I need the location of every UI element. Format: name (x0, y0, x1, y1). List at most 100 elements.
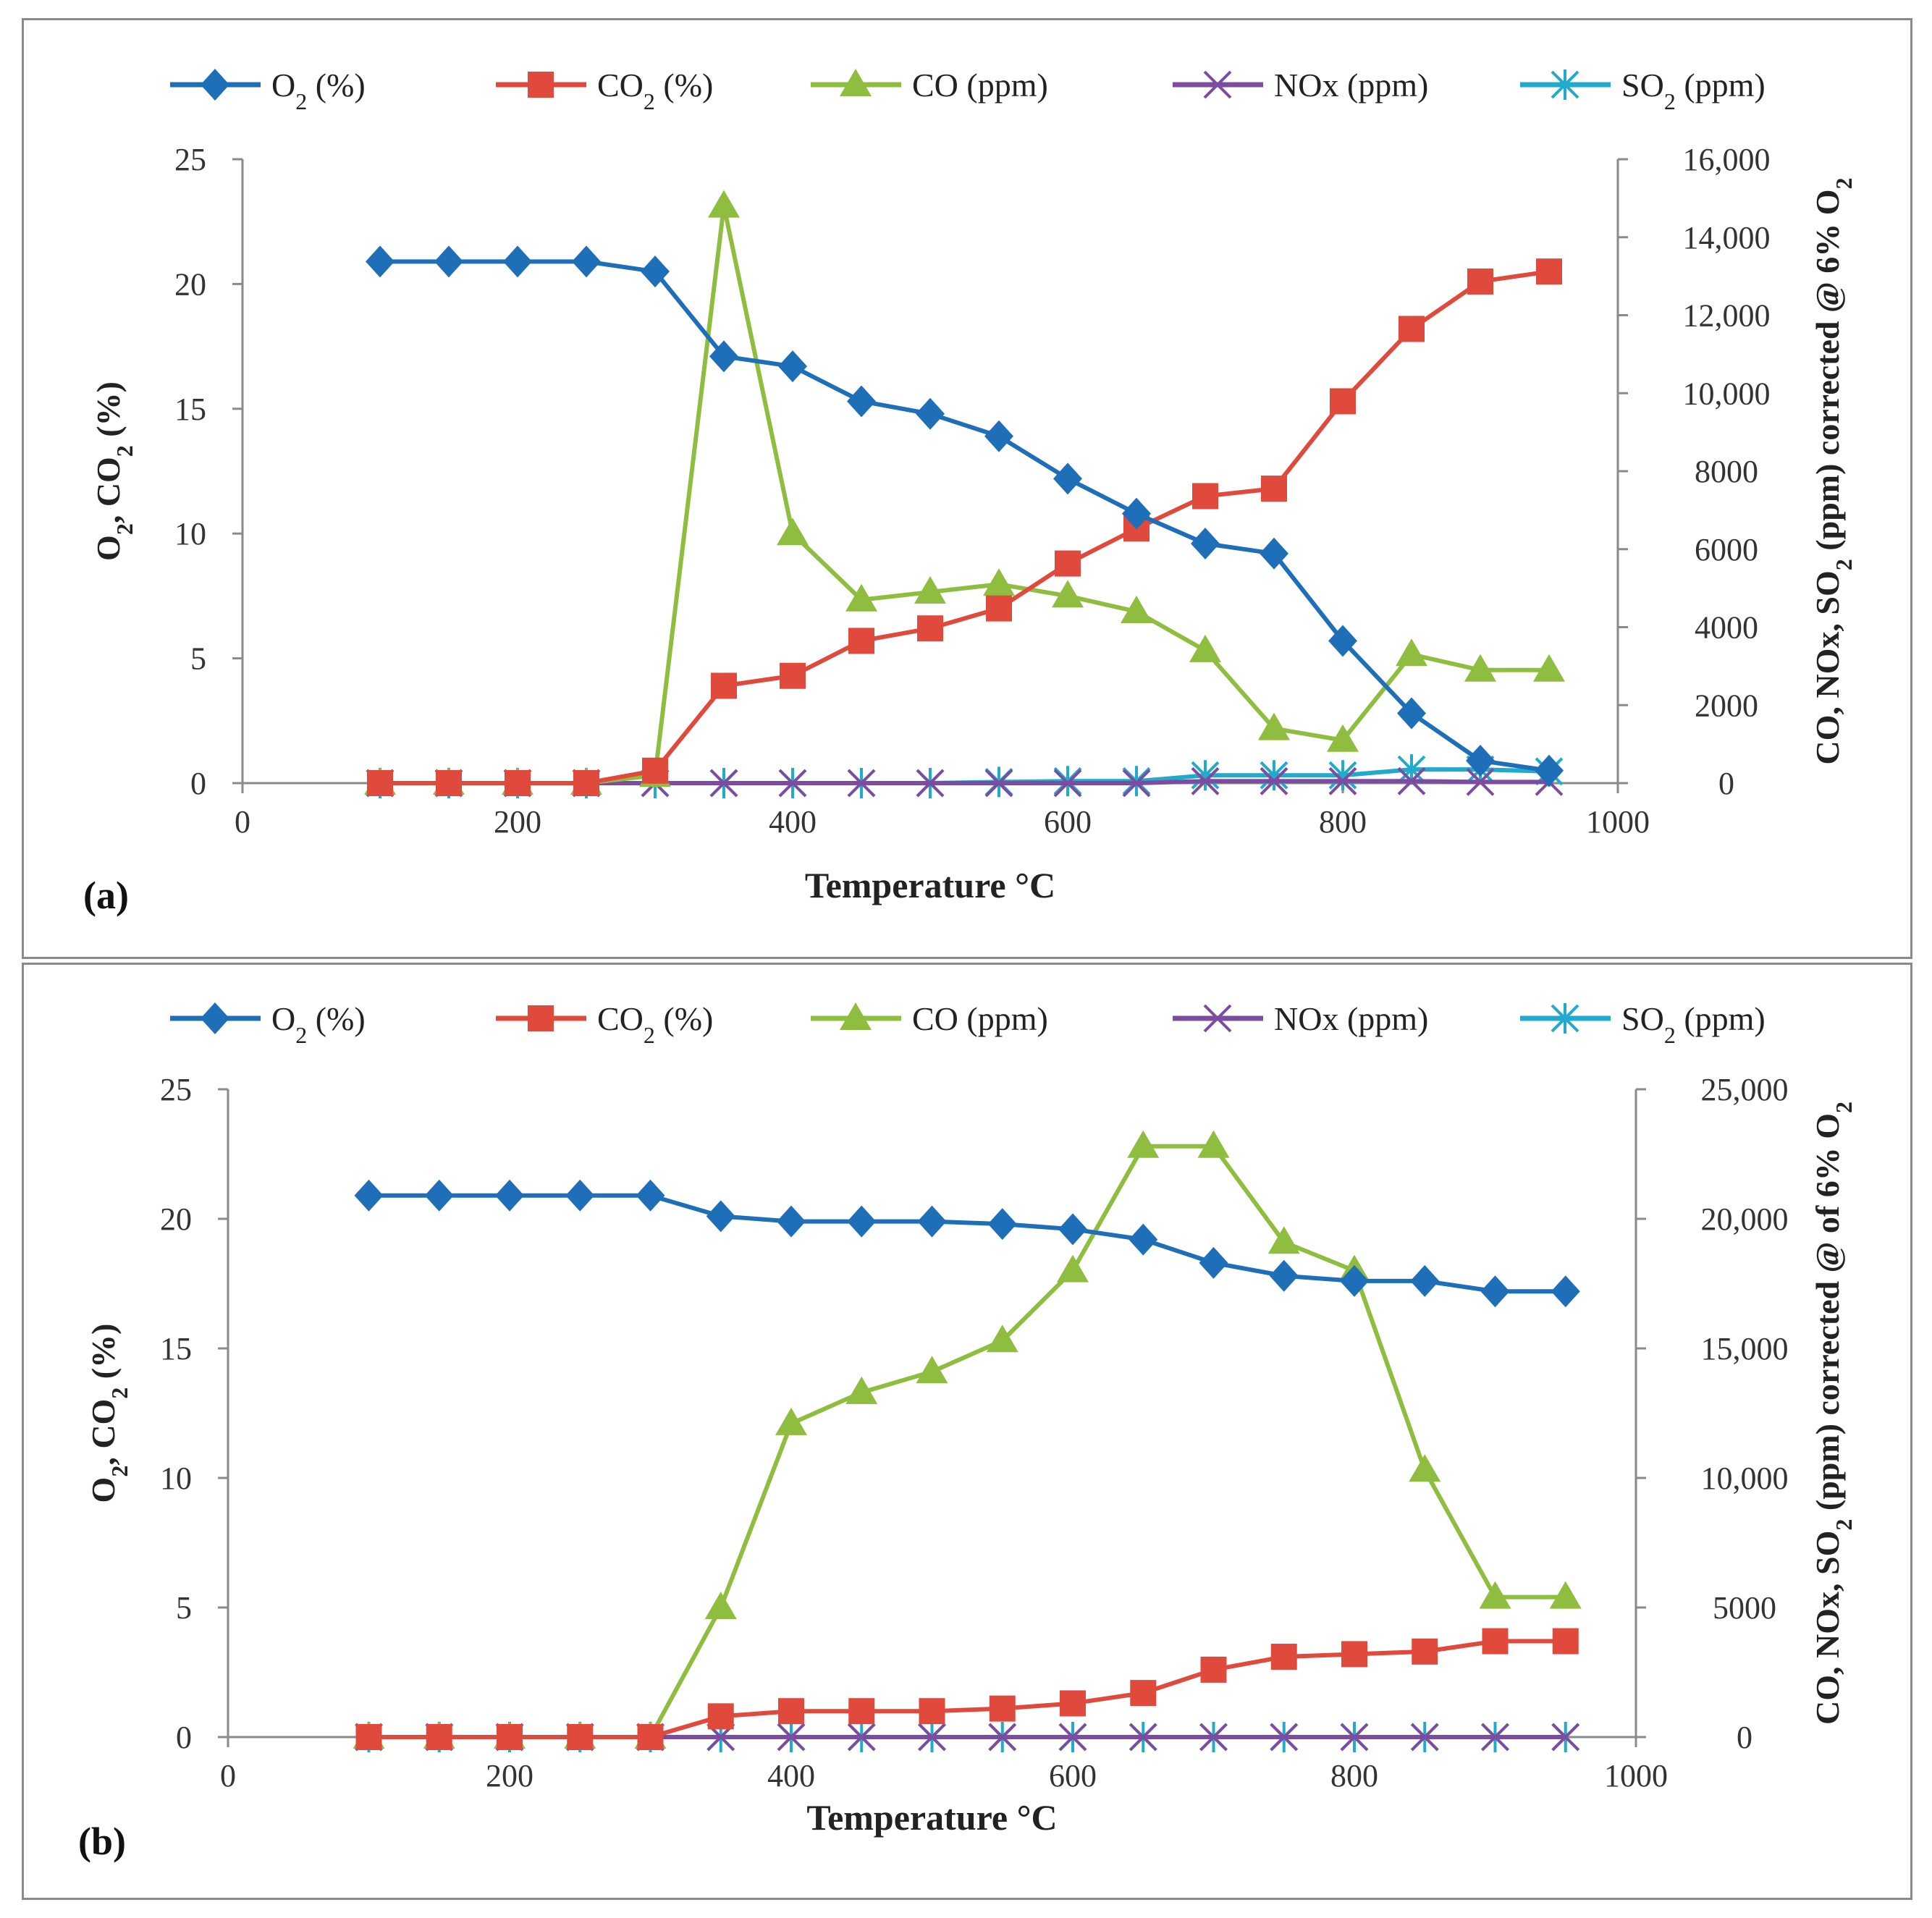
data-point-o2-b (565, 1179, 595, 1212)
data-point-o2-a (709, 340, 738, 373)
data-point-o2-a (366, 245, 395, 278)
data-point-nox-b (1270, 1723, 1299, 1752)
data-point-co2-a (573, 770, 599, 796)
legend-item-nox-b: NOx (ppm) (1173, 1000, 1428, 1037)
data-point-o2-b (847, 1205, 877, 1238)
data-point-o2-a (1191, 527, 1220, 559)
legend-label-co2-a: CO2 (%) (597, 67, 713, 114)
data-point-co2-a (711, 672, 737, 699)
data-point-nox-b (1481, 1723, 1509, 1752)
data-point-co2-a (986, 595, 1012, 622)
legend-text-part: NOx (ppm) (1274, 67, 1428, 103)
data-point-nox-b (1340, 1723, 1369, 1752)
y-left-tick-label-b: 25 (160, 1072, 192, 1107)
legend-label-o2-a: O2 (%) (271, 67, 366, 114)
y-left-tick-label-a: 10 (174, 516, 206, 552)
y-left-tick-label-b: 20 (160, 1201, 192, 1237)
y-axis-right-label-b: CO, NOx, SO2 (ppm) corrected @ of 6% O2 (1809, 1102, 1857, 1725)
legend-label-so2-b: SO2 (ppm) (1621, 1000, 1766, 1048)
legend-marker-so2-a (1551, 69, 1579, 100)
y-left-tick-label-b: 0 (176, 1720, 192, 1755)
data-point-o2-a (1122, 497, 1151, 530)
data-point-co-a (1327, 724, 1359, 752)
ylabel-sub: 2 (1831, 559, 1857, 570)
data-point-co2-a (917, 615, 943, 642)
panel-label-a: (a) (83, 874, 129, 917)
y-right-tick-label-a: 8000 (1695, 454, 1758, 489)
legend-label-nox-b: NOx (ppm) (1274, 1000, 1428, 1037)
y-right-tick-label-b: 15,000 (1701, 1331, 1789, 1366)
legend-label-nox-a: NOx (ppm) (1274, 67, 1428, 103)
y-left-tick-label-a: 0 (190, 766, 206, 801)
data-point-co2-b (919, 1698, 945, 1725)
data-point-co2-a (505, 770, 531, 796)
data-point-co-b (1127, 1130, 1160, 1158)
data-point-o2-b (1410, 1264, 1440, 1297)
x-axis-label-a: Temperature °C (805, 865, 1055, 905)
ylabel-sub: 2 (111, 523, 138, 535)
legend-sub: 2 (295, 1022, 307, 1048)
ylabel-sub: 2 (106, 1466, 132, 1477)
data-point-o2-a (1466, 744, 1495, 777)
data-point-nox-a (1122, 769, 1151, 798)
data-point-co2-a (1536, 258, 1562, 285)
data-point-so2-a (1191, 760, 1220, 791)
legend-text-part: (%) (655, 1000, 713, 1037)
y-left-tick-label-b: 10 (160, 1461, 192, 1496)
data-point-co-a (983, 568, 1015, 596)
y-axis-right-label-a: CO, NOx, SO2 (ppm) corrected @ 6% O2 (1809, 177, 1857, 764)
y-left-tick-label-a: 20 (174, 266, 206, 302)
data-point-co-b (1267, 1226, 1300, 1254)
data-point-o2-b (706, 1200, 735, 1233)
x-tick-label-b: 200 (486, 1758, 533, 1794)
data-point-o2-b (1199, 1246, 1228, 1279)
legend-item-so2-b: SO2 (ppm) (1520, 1000, 1766, 1048)
data-point-o2-b (1340, 1264, 1369, 1297)
data-point-co2-b (1130, 1680, 1157, 1707)
data-point-o2-a (778, 350, 807, 383)
data-point-co2-a (367, 770, 393, 796)
data-point-co-b (845, 1376, 878, 1404)
ylabel-sub: 2 (1831, 177, 1857, 189)
data-point-co-b (1479, 1581, 1511, 1609)
legend-sub: 2 (644, 88, 655, 114)
y-left-tick-label-a: 25 (174, 142, 206, 177)
data-point-co2-b (1200, 1656, 1227, 1683)
data-point-nox-a (847, 769, 876, 798)
x-tick-label-b: 1000 (1604, 1758, 1668, 1794)
data-point-nox-a (1466, 767, 1495, 796)
data-point-co-a (1121, 595, 1152, 623)
data-point-co2-b (1341, 1641, 1367, 1668)
legend-label-co-a: CO (ppm) (912, 67, 1048, 103)
data-point-nox-a (1397, 766, 1426, 795)
ylabel-part: , CO (90, 457, 127, 523)
data-point-co-b (704, 1592, 737, 1619)
data-point-o2-b (1269, 1259, 1299, 1292)
x-tick-label-a: 600 (1044, 804, 1092, 840)
y-axis-left-label-b: O2, CO2 (%) (85, 1324, 132, 1503)
legend-marker-o2-b (201, 1002, 229, 1034)
data-point-nox-b (988, 1723, 1017, 1752)
y-right-tick-label-a: 16,000 (1683, 142, 1771, 177)
series-o2-a (366, 245, 1564, 787)
data-point-nox-b (1410, 1723, 1439, 1752)
data-point-nox-a (1053, 769, 1082, 798)
legend-text-part: CO (ppm) (912, 67, 1048, 103)
data-point-co-a (708, 190, 740, 218)
data-point-nox-a (778, 769, 807, 798)
data-point-co-a (1464, 654, 1496, 682)
data-point-co2-b (355, 1724, 382, 1750)
legend-text-part: (%) (655, 67, 713, 103)
data-point-o2-a (1328, 625, 1357, 657)
x-tick-label-a: 1000 (1586, 804, 1650, 840)
data-point-o2-b (987, 1208, 1017, 1241)
series-line-co2-b (368, 1639, 1566, 1739)
y-left-tick-label-b: 15 (160, 1331, 192, 1366)
legend-item-co2-a: CO2 (%) (496, 67, 713, 114)
x-tick-label-a: 400 (769, 804, 817, 840)
legend-label-co2-b: CO2 (%) (597, 1000, 713, 1048)
data-point-nox-b (1199, 1723, 1228, 1752)
legend-item-so2-a: SO2 (ppm) (1520, 67, 1766, 114)
legend-item-nox-a: NOx (ppm) (1173, 67, 1428, 103)
data-point-o2-b (1058, 1213, 1087, 1246)
